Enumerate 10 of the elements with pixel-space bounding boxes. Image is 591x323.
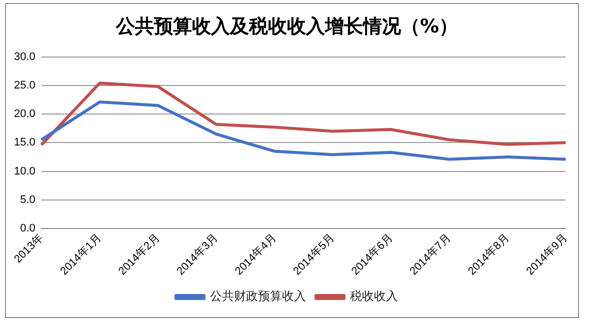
y-tick-label: 10.0: [14, 165, 36, 178]
y-tick-label: 15.0: [14, 136, 36, 149]
legend-label: 税收收入: [350, 289, 398, 304]
legend-label: 公共财政预算收入: [210, 289, 306, 304]
y-tick-label: 0.0: [20, 222, 36, 235]
y-tick-label: 25.0: [14, 79, 36, 92]
y-tick-label: 5.0: [20, 194, 36, 206]
y-tick-label: 20.0: [14, 108, 36, 120]
chart-title: 公共预算收入及税收收入增长情况（%）: [114, 15, 458, 38]
y-tick-label: 30.0: [14, 50, 36, 63]
